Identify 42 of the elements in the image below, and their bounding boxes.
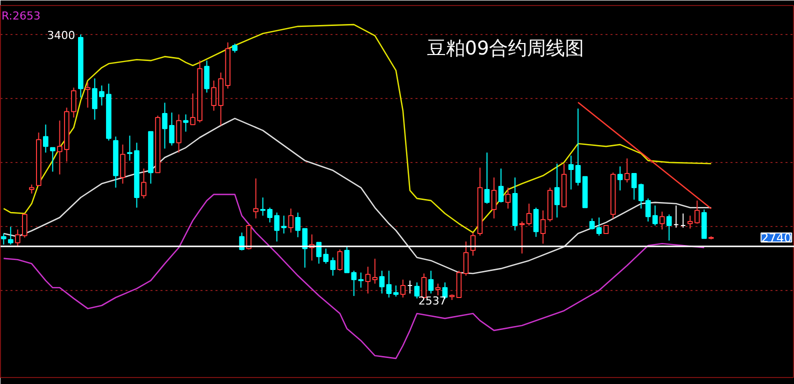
- candlestick: [50, 147, 56, 172]
- candlestick: [540, 210, 546, 244]
- candlestick: [176, 114, 182, 154]
- candlestick: [533, 207, 539, 238]
- candlestick: [596, 217, 602, 236]
- candlestick: [666, 214, 672, 242]
- annotation: R:2653: [2, 10, 41, 22]
- candlestick: [288, 208, 294, 234]
- candlestick: [617, 166, 623, 191]
- candlestick: [519, 221, 525, 254]
- candlestick: [337, 249, 343, 272]
- candlestick: [659, 211, 665, 230]
- candlestick: [491, 177, 497, 219]
- candlestick: [393, 285, 399, 298]
- candlestick: [246, 225, 252, 250]
- candlestick: [554, 163, 560, 218]
- candlestick: [183, 114, 188, 132]
- candlestick: [204, 60, 210, 94]
- candlestick: [8, 226, 14, 246]
- candlestick: [505, 187, 511, 210]
- candlestick: [624, 158, 630, 183]
- candlestick: [526, 203, 532, 226]
- text: 豆粕09合约周线图: [426, 37, 584, 60]
- candlestick: [0, 233, 6, 246]
- candlestick: [400, 279, 406, 298]
- candlestick: [568, 155, 574, 190]
- candlestick: [85, 82, 90, 108]
- candlestick: [43, 124, 48, 154]
- annotation: 2537: [418, 294, 446, 308]
- candlestick: [498, 168, 504, 203]
- annotation: 3400: [47, 28, 76, 42]
- candlestick: [253, 178, 258, 219]
- candlestick: [589, 218, 595, 230]
- candlestick: [414, 282, 420, 299]
- candlestick: [463, 241, 469, 276]
- candlestick: [141, 168, 146, 199]
- candlestick: [239, 232, 244, 251]
- candlestick: [428, 270, 434, 294]
- candlestick: [435, 283, 441, 296]
- candlestick: [120, 144, 126, 184]
- candlestick: [575, 108, 581, 186]
- candlestick: [484, 152, 490, 204]
